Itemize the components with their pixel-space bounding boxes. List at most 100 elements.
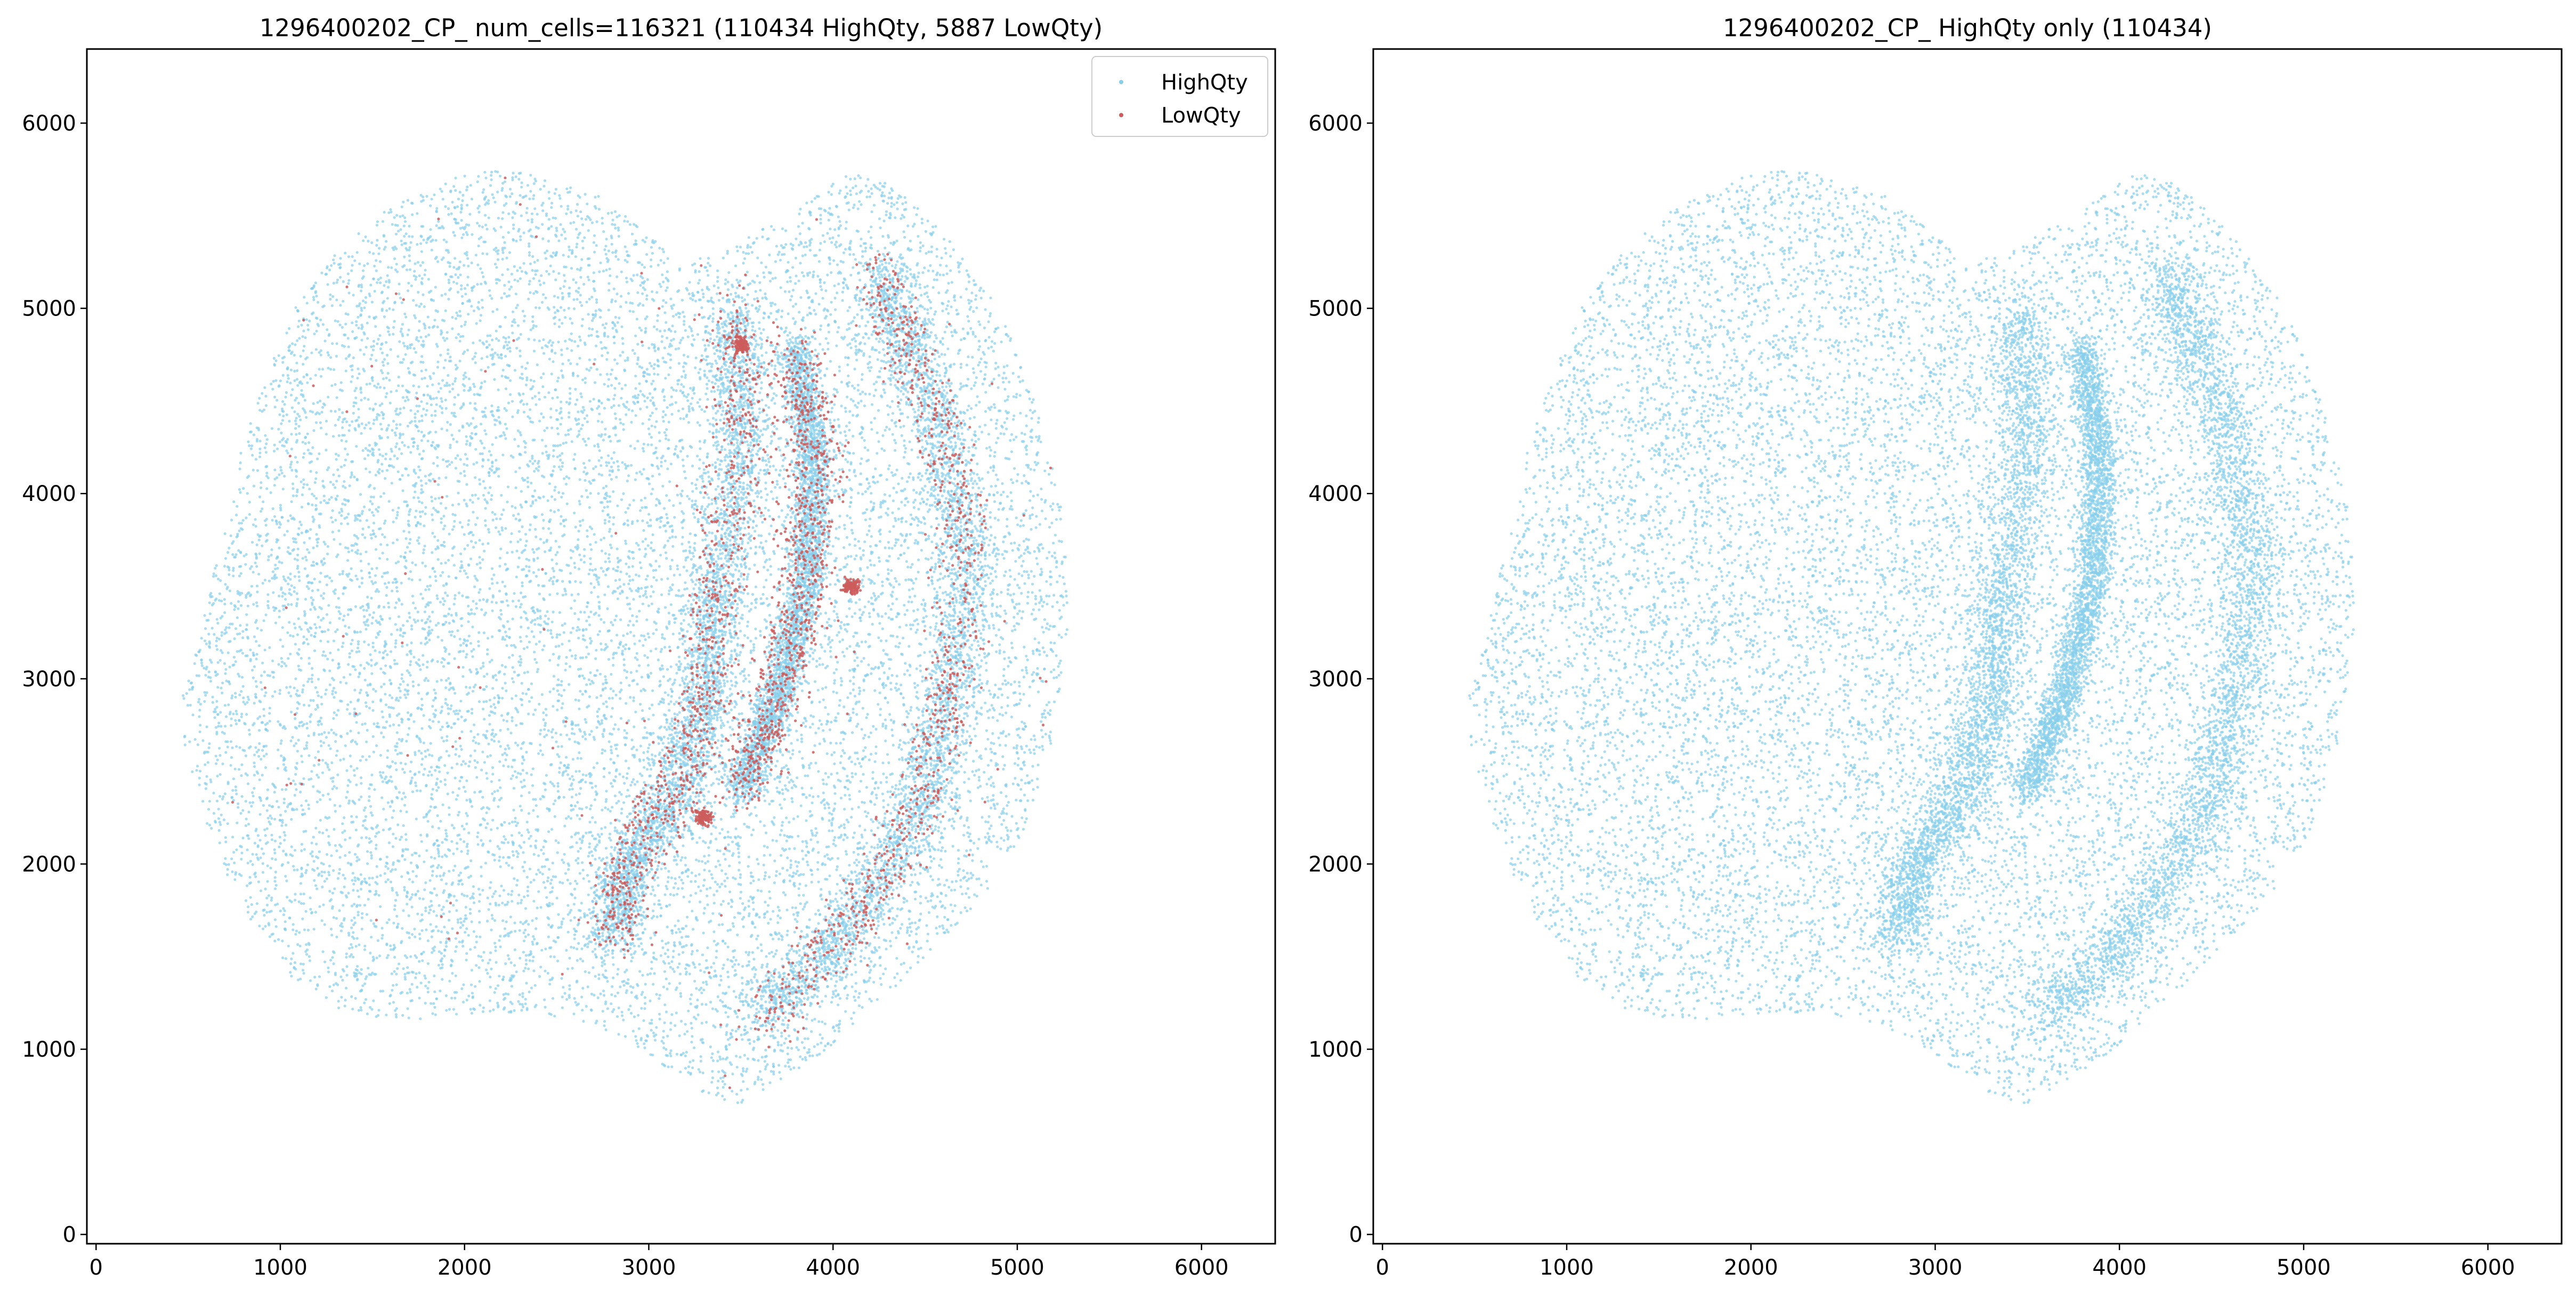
point-highqty [409, 268, 411, 271]
point-highqty [617, 465, 620, 468]
point-highqty [675, 401, 677, 404]
point-highqty [216, 686, 219, 688]
point-highqty [896, 468, 898, 471]
point-highqty [988, 827, 991, 830]
point-highqty [447, 348, 449, 351]
point-highqty [501, 753, 504, 756]
point-highqty [790, 295, 793, 297]
point-highqty [466, 440, 468, 442]
point-highqty [602, 230, 605, 233]
point-highqty [278, 526, 281, 529]
point-highqty [849, 570, 852, 573]
point-highqty [729, 687, 732, 690]
point-highqty [526, 485, 529, 488]
point-highqty [773, 533, 776, 536]
point-highqty [806, 774, 809, 777]
point-highqty [396, 731, 399, 734]
point-highqty [528, 198, 531, 200]
point-highqty [295, 808, 298, 810]
point-highqty [792, 872, 795, 874]
point-highqty [622, 645, 625, 647]
point-highqty [967, 355, 969, 358]
point-highqty [370, 857, 373, 860]
point-highqty [988, 336, 991, 338]
point-highqty [524, 533, 527, 536]
point-highqty [459, 360, 461, 362]
point-highqty [598, 473, 601, 475]
point-highqty [839, 742, 842, 744]
point-highqty [784, 894, 787, 896]
point-highqty [1011, 481, 1014, 484]
point-highqty [465, 483, 468, 486]
point-highqty [945, 326, 948, 328]
point-highqty [865, 508, 868, 511]
point-highqty [588, 369, 590, 372]
point-highqty [449, 190, 452, 193]
point-highqty [326, 878, 328, 880]
point-highqty [439, 990, 441, 992]
point-highqty [553, 295, 556, 297]
point-highqty [873, 394, 876, 397]
point-highqty [950, 904, 952, 906]
point-highqty [372, 735, 375, 738]
point-highqty [410, 642, 413, 644]
point-highqty [731, 1073, 734, 1075]
point-highqty [578, 770, 581, 773]
point-highqty [402, 201, 404, 204]
point-highqty [805, 1059, 807, 1061]
point-highqty [573, 453, 576, 456]
point-highqty [266, 600, 269, 603]
point-highqty [696, 421, 699, 424]
point-highqty [495, 961, 498, 963]
point-highqty [460, 325, 463, 328]
point-highqty [1005, 377, 1007, 379]
point-highqty [565, 441, 568, 444]
point-highqty [656, 319, 659, 322]
point-highqty [670, 413, 673, 416]
point-highqty [642, 644, 644, 647]
point-highqty [474, 749, 476, 752]
point-highqty [684, 1055, 687, 1057]
point-highqty [866, 858, 869, 861]
point-highqty [314, 632, 317, 635]
point-highqty [1010, 683, 1012, 686]
point-highqty [428, 638, 431, 641]
point-highqty [1054, 552, 1056, 554]
point-highqty [678, 379, 681, 382]
point-highqty [531, 919, 533, 922]
point-highqty [235, 710, 238, 712]
point-highqty [578, 817, 581, 820]
point-highqty [884, 612, 887, 615]
point-highqty [669, 893, 672, 896]
point-highqty [450, 634, 452, 636]
point-highqty [356, 251, 359, 254]
point-highqty [890, 688, 893, 691]
point-highqty [544, 396, 546, 399]
point-highqty [635, 1039, 637, 1042]
point-highqty [912, 623, 914, 626]
point-highqty [375, 847, 377, 850]
point-highqty [569, 398, 571, 400]
point-highqty [487, 199, 490, 202]
point-highqty [306, 433, 309, 435]
point-highqty [996, 846, 999, 848]
point-highqty [457, 921, 459, 923]
point-highqty [584, 970, 587, 973]
point-highqty [459, 745, 462, 748]
point-highqty [665, 289, 667, 292]
point-highqty [482, 415, 484, 418]
point-highqty [635, 239, 637, 242]
point-highqty [376, 386, 378, 388]
point-highqty [453, 991, 456, 994]
point-highqty [900, 375, 903, 378]
point-highqty [989, 455, 991, 457]
point-highqty [532, 879, 535, 881]
point-highqty [261, 662, 264, 664]
point-highqty [915, 435, 918, 437]
point-highqty [385, 341, 387, 344]
point-highqty [1000, 837, 1002, 839]
point-highqty [772, 277, 774, 280]
point-highqty [507, 993, 509, 995]
point-highqty [283, 475, 286, 477]
point-highqty [440, 878, 443, 881]
